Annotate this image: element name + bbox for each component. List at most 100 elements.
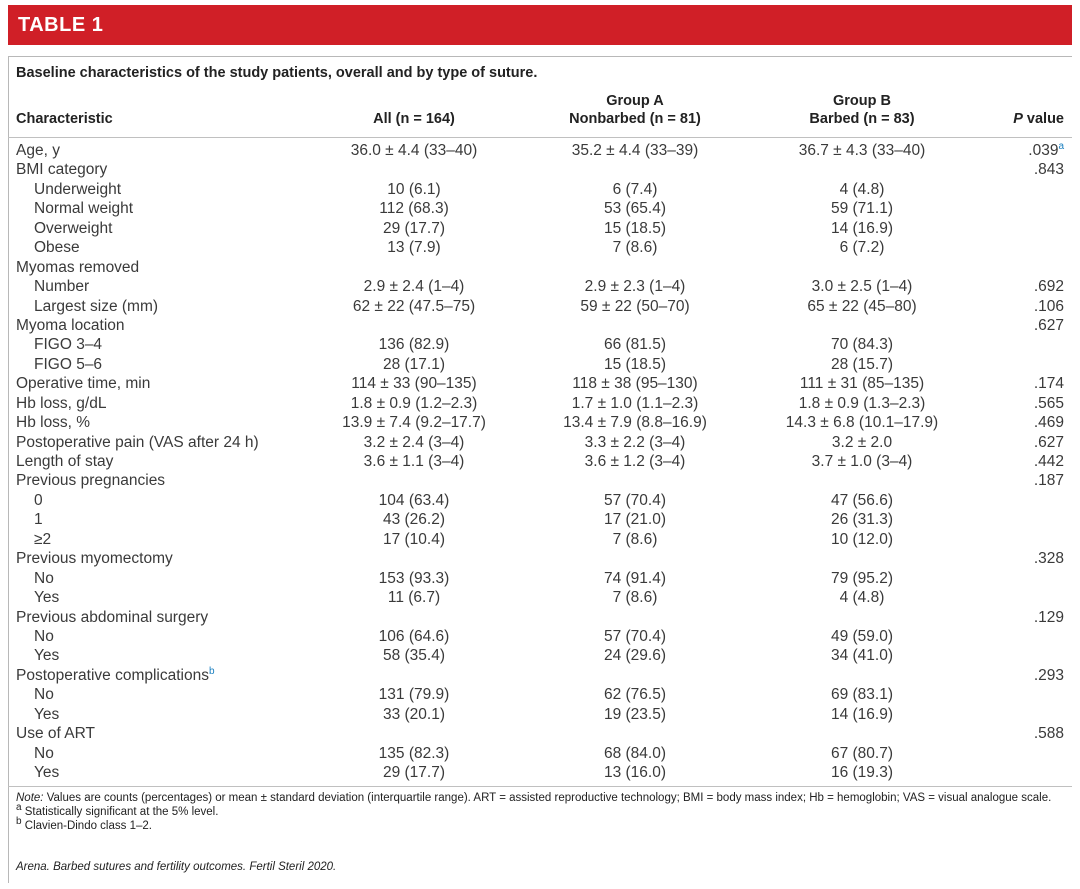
row-label: Previous myomectomy: [16, 550, 173, 568]
cell-p-value: .692: [1033, 278, 1064, 296]
cell-all: 3.6 ± 1.1 (3–4): [363, 453, 465, 470]
footnote-b-text: Clavien-Dindo class 1–2.: [21, 820, 152, 832]
row-label: Postoperative pain (VAS after 24 h): [16, 433, 259, 451]
row-label: Yes: [34, 705, 60, 723]
row-label: Number: [34, 278, 90, 296]
table-row: 1 43 (26.2) 17 (21.0) 26 (31.3): [0, 510, 1080, 529]
cell-group-b: 3.7 ± 1.0 (3–4): [811, 453, 913, 470]
row-label: No: [34, 627, 54, 645]
table-row: Yes 58 (35.4) 24 (29.6) 34 (41.0): [0, 646, 1080, 665]
cell-p-value: .843: [1033, 161, 1064, 179]
cell-p-value: .187: [1033, 472, 1064, 490]
table-row: Postoperative pain (VAS after 24 h) 3.2 ±…: [0, 433, 1080, 452]
cell-group-a: 57 (70.4): [603, 491, 667, 509]
col-header-p-value: P value: [1013, 110, 1064, 128]
table-row: Hb loss, % 13.9 ± 7.4 (9.2–17.7) 13.4 ± 7.…: [0, 413, 1080, 432]
row-label: Yes: [34, 764, 60, 781]
row-label: BMI category: [16, 161, 108, 179]
cell-group-a: 15 (18.5): [603, 355, 667, 373]
cell-p-value: .469: [1033, 414, 1064, 432]
row-label: Postoperative complicationsb: [16, 665, 215, 684]
cell-group-b: 65 ± 22 (45–80): [807, 297, 917, 315]
table-header-bar: TABLE 1: [8, 5, 1072, 45]
cell-group-b: 3.0 ± 2.5 (1–4): [811, 278, 913, 296]
body-bottom-rule: [8, 786, 1072, 787]
cell-p-value: .442: [1033, 453, 1064, 470]
table-row: Yes 33 (20.1) 19 (23.5) 14 (16.9): [0, 705, 1080, 724]
cell-group-a: 53 (65.4): [603, 200, 667, 218]
cell-all: 43 (26.2): [382, 511, 446, 529]
table-row: Normal weight 112 (68.3) 53 (65.4) 59 (71.1…: [0, 199, 1080, 218]
row-label: Largest size (mm): [34, 297, 159, 315]
col-header-group-a-sub: Nonbarbed (n = 81): [569, 111, 701, 127]
citation: Arena. Barbed sutures and fertility outc…: [16, 861, 337, 873]
cell-group-b: 111 ± 31 (85–135): [799, 375, 925, 393]
cell-p-value: .588: [1033, 725, 1064, 743]
row-label: Operative time, min: [16, 375, 151, 393]
table-row: No 131 (79.9) 62 (76.5) 69 (83.1): [0, 685, 1080, 704]
cell-group-a: 17 (21.0): [603, 511, 667, 529]
row-label: Age, y: [16, 142, 60, 159]
row-label: Previous abdominal surgery: [16, 608, 209, 626]
cell-all: 135 (82.3): [378, 744, 450, 762]
cell-p-value: .565: [1033, 394, 1064, 412]
cell-p-value: .174: [1033, 375, 1064, 393]
cell-all: 131 (79.9): [378, 686, 450, 704]
cell-group-b: 79 (95.2): [830, 569, 894, 587]
table-row: FIGO 3–4 136 (82.9) 66 (81.5) 70 (84.3): [0, 335, 1080, 354]
cell-all: 29 (17.7): [382, 764, 446, 781]
table-row: Length of stay 3.6 ± 1.1 (3–4) 3.6 ± 1.2 (…: [0, 452, 1080, 471]
table-row: Operative time, min 114 ± 33 (90–135) 118 …: [0, 374, 1080, 393]
cell-group-b: 59 (71.1): [830, 200, 894, 218]
table-row: 0 104 (63.4) 57 (70.4) 47 (56.6): [0, 491, 1080, 510]
footnote-ref: a: [1058, 140, 1064, 152]
cell-all: 153 (93.3): [378, 569, 450, 587]
row-label: No: [34, 569, 54, 587]
row-label: FIGO 3–4: [34, 336, 103, 354]
col-header-group-b-title: Group B: [833, 93, 891, 109]
footnote-b-mark: b: [16, 816, 22, 828]
cell-group-b: 10 (12.0): [830, 530, 894, 548]
row-label: Yes: [34, 589, 60, 607]
col-header-all: All (n = 164): [373, 111, 455, 127]
table-row: Overweight 29 (17.7) 15 (18.5) 14 (16.9): [0, 219, 1080, 238]
cell-all: 136 (82.9): [378, 336, 450, 354]
cell-group-b: 49 (59.0): [830, 627, 894, 645]
cell-group-b: 70 (84.3): [830, 336, 894, 354]
table-row: Yes 29 (17.7) 13 (16.0) 16 (19.3): [0, 763, 1080, 782]
cell-group-a: 6 (7.4): [612, 180, 658, 198]
row-label: ≥2: [34, 530, 52, 548]
footnote-b: b Clavien-Dindo class 1–2.: [16, 816, 1066, 833]
cell-all: 58 (35.4): [382, 647, 446, 665]
table-number: TABLE 1: [18, 14, 104, 36]
cell-all: 33 (20.1): [382, 705, 446, 723]
table-row: ≥2 17 (10.4) 7 (8.6) 10 (12.0): [0, 530, 1080, 549]
footnote-a: a Statistically significant at the 5% le…: [16, 802, 1066, 819]
footnote-ref: b: [209, 665, 215, 677]
row-label: Myoma location: [16, 316, 125, 334]
table-row: Previous pregnancies .187: [0, 471, 1080, 490]
table-row: No 135 (82.3) 68 (84.0) 67 (80.7): [0, 744, 1080, 763]
row-label: Previous pregnancies: [16, 472, 166, 490]
col-header-group-b-sub: Barbed (n = 83): [809, 111, 915, 127]
cell-group-a: 7 (8.6): [612, 239, 658, 257]
cell-p-value: .039a: [1028, 140, 1064, 159]
cell-all: 3.2 ± 2.4 (3–4): [363, 433, 465, 451]
footnote-a-mark: a: [16, 802, 22, 814]
row-label: No: [34, 686, 54, 704]
cell-all: 36.0 ± 4.4 (33–40): [350, 142, 478, 159]
cell-group-a: 7 (8.6): [612, 589, 658, 607]
note-line: Note: Values are counts (percentages) or…: [16, 791, 1066, 805]
cell-all: 1.8 ± 0.9 (1.2–2.3): [350, 394, 478, 412]
cell-group-a: 57 (70.4): [603, 627, 667, 645]
table-body: Age, y 36.0 ± 4.4 (33–40) 35.2 ± 4.4 (33–3…: [0, 141, 1080, 782]
cell-all: 112 (68.3): [379, 200, 449, 218]
cell-group-a: 74 (91.4): [603, 569, 667, 587]
p-rest: value: [1022, 111, 1064, 127]
row-label: Use of ART: [16, 725, 95, 743]
table-row: Myomas removed: [0, 258, 1080, 277]
cell-group-b: 3.2 ± 2.0: [831, 433, 893, 451]
table-row: Underweight 10 (6.1) 6 (7.4) 4 (4.8): [0, 180, 1080, 199]
table-row: Hb loss, g/dL 1.8 ± 0.9 (1.2–2.3) 1.7 ± 1.…: [0, 394, 1080, 413]
cell-p-value: .129: [1033, 608, 1064, 626]
